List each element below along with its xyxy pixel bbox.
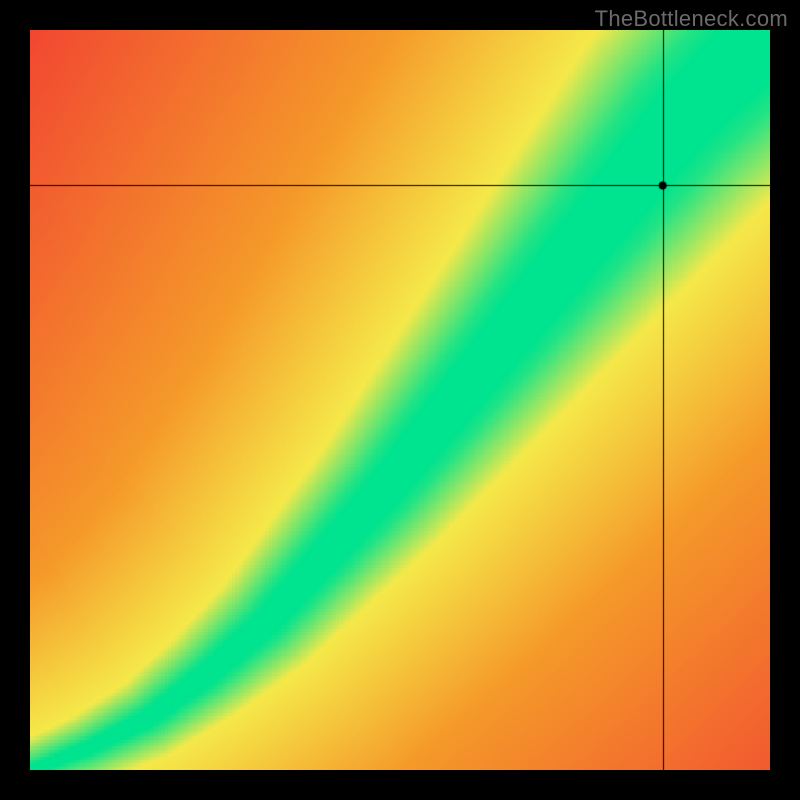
- plot-area: [30, 30, 770, 770]
- chart-container: TheBottleneck.com: [0, 0, 800, 800]
- watermark-text: TheBottleneck.com: [595, 6, 788, 32]
- crosshair-overlay: [30, 30, 770, 770]
